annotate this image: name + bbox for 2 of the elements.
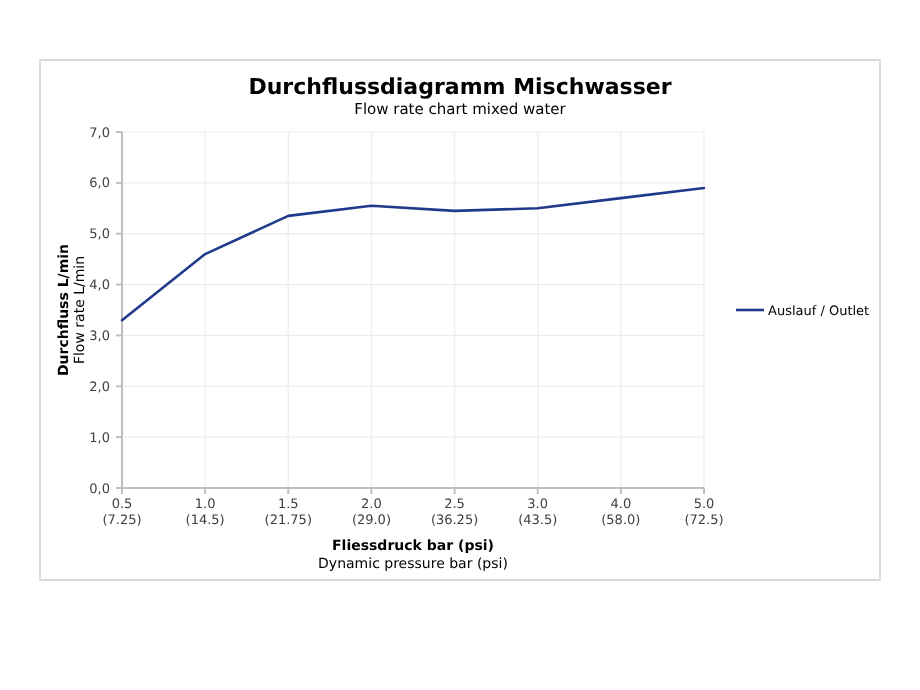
chart-title: Durchflussdiagramm Mischwasser xyxy=(248,74,673,100)
line-series xyxy=(120,186,706,322)
